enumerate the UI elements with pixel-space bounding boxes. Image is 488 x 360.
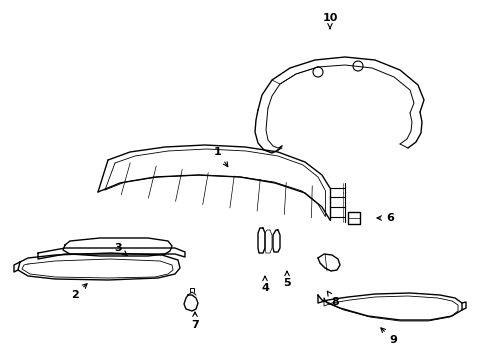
Text: 2: 2: [71, 284, 87, 300]
Text: 7: 7: [191, 312, 199, 330]
Text: 10: 10: [322, 13, 337, 29]
Text: 1: 1: [214, 147, 227, 167]
Text: 6: 6: [376, 213, 393, 223]
Text: 8: 8: [326, 291, 338, 307]
Text: 4: 4: [261, 276, 268, 293]
Text: 3: 3: [114, 243, 127, 256]
Text: 5: 5: [283, 271, 290, 288]
Text: 9: 9: [380, 328, 396, 345]
